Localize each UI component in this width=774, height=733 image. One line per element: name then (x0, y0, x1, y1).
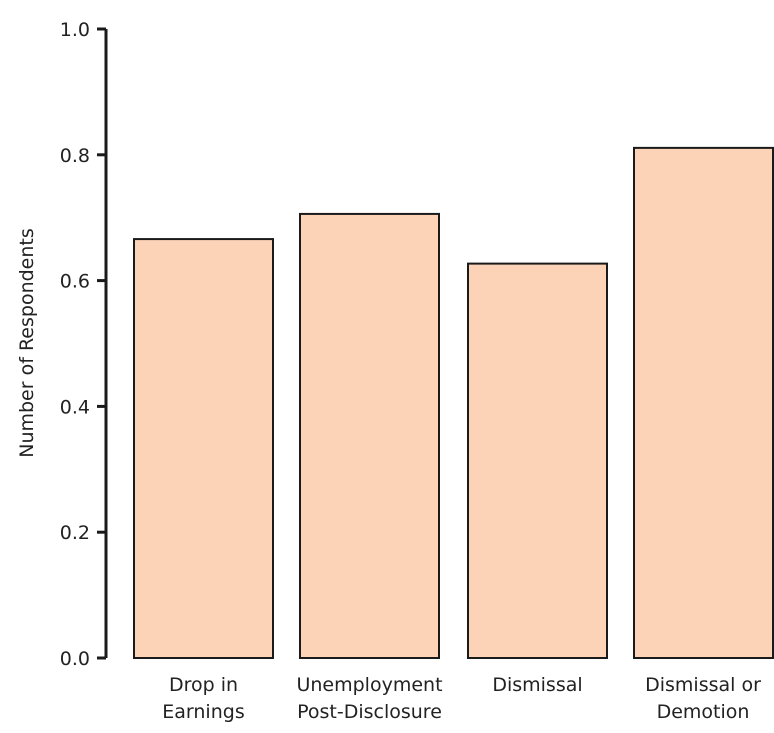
y-axis: 0.0 0.2 0.4 0.6 0.8 1.0 (60, 19, 108, 670)
y-axis-title: Number of Respondents (16, 228, 38, 458)
category-label: Drop in (169, 674, 238, 696)
y-tick-label: 0.2 (60, 522, 90, 544)
category-label: Unemployment (296, 674, 442, 696)
y-tick-label: 0.4 (60, 396, 90, 418)
category-label: Post-Disclosure (297, 701, 442, 723)
bar-2 (299, 212, 440, 659)
y-tick-label: 0.8 (60, 145, 90, 167)
y-tick-label: 0.6 (60, 271, 90, 293)
bar-1 (133, 238, 274, 659)
y-tick-label: 1.0 (60, 19, 90, 41)
category-label: Dismissal or (645, 674, 761, 696)
category-label: Demotion (657, 701, 750, 723)
category-label: Earnings (162, 701, 244, 723)
category-labels: Drop in Earnings Unemployment Post-Disclosu… (162, 674, 761, 723)
category-label: Dismissal (492, 674, 582, 696)
bar-3 (467, 262, 608, 659)
y-tick-label: 0.0 (60, 648, 90, 670)
bar-4 (633, 146, 774, 659)
bars-layer (133, 146, 774, 659)
